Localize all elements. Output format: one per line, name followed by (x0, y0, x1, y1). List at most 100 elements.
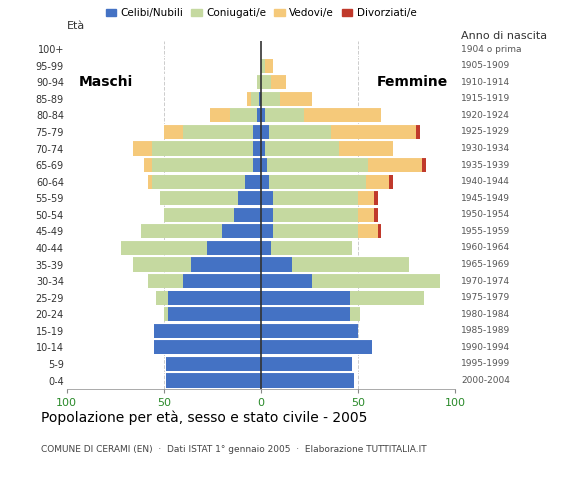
Text: 1960-1964: 1960-1964 (461, 243, 510, 252)
Bar (253, 125, 261, 139)
Legend: Celibi/Nubili, Coniugati/e, Vedovi/e, Divorziati/e: Celibi/Nubili, Coniugati/e, Vedovi/e, Di… (102, 4, 420, 23)
Text: Maschi: Maschi (78, 75, 133, 89)
Bar (304, 108, 382, 122)
Text: Anno di nascita: Anno di nascita (461, 31, 548, 41)
Text: 1905-1909: 1905-1909 (461, 61, 510, 70)
Bar (253, 142, 261, 156)
Bar (152, 142, 253, 156)
Bar (267, 158, 368, 172)
Bar (271, 75, 287, 89)
Bar (191, 257, 261, 272)
Bar (358, 208, 374, 222)
Bar (350, 290, 424, 305)
Bar (148, 175, 152, 189)
Bar (350, 307, 360, 321)
Text: 1975-1979: 1975-1979 (461, 293, 510, 302)
Bar (416, 125, 420, 139)
Bar (140, 224, 222, 239)
Bar (154, 324, 261, 338)
Text: 1904 o prima: 1904 o prima (461, 45, 521, 54)
Bar (261, 158, 267, 172)
Bar (234, 208, 261, 222)
Text: Età: Età (67, 21, 85, 31)
Text: 1955-1959: 1955-1959 (461, 227, 510, 236)
Bar (160, 191, 238, 205)
Bar (261, 75, 271, 89)
Bar (257, 75, 261, 89)
Bar (261, 357, 352, 371)
Bar (265, 59, 273, 72)
Bar (148, 274, 183, 288)
Text: COMUNE DI CERAMI (EN)  ·  Dati ISTAT 1° gennaio 2005  ·  Elaborazione TUTTITALIA: COMUNE DI CERAMI (EN) · Dati ISTAT 1° ge… (41, 445, 426, 454)
Text: 1910-1914: 1910-1914 (461, 78, 510, 87)
Bar (152, 175, 245, 189)
Bar (166, 373, 261, 387)
Bar (261, 208, 273, 222)
Bar (358, 224, 378, 239)
Bar (183, 125, 253, 139)
Bar (368, 158, 422, 172)
Bar (261, 241, 271, 255)
Bar (261, 191, 273, 205)
Text: 1920-1924: 1920-1924 (461, 111, 510, 120)
Bar (292, 257, 409, 272)
Text: Popolazione per età, sesso e stato civile - 2005: Popolazione per età, sesso e stato civil… (41, 410, 367, 425)
Text: 1935-1939: 1935-1939 (461, 161, 510, 169)
Bar (261, 257, 292, 272)
Bar (389, 175, 393, 189)
Bar (261, 274, 311, 288)
Bar (156, 290, 168, 305)
Bar (273, 224, 358, 239)
Text: 1970-1974: 1970-1974 (461, 276, 510, 286)
Bar (331, 125, 416, 139)
Bar (144, 158, 152, 172)
Bar (183, 274, 261, 288)
Bar (269, 125, 331, 139)
Bar (133, 257, 191, 272)
Bar (261, 373, 354, 387)
Bar (164, 307, 168, 321)
Bar (257, 108, 261, 122)
Bar (230, 108, 257, 122)
Bar (374, 191, 378, 205)
Bar (121, 241, 206, 255)
Bar (261, 108, 265, 122)
Bar (265, 108, 304, 122)
Bar (168, 307, 261, 321)
Bar (261, 340, 372, 354)
Bar (245, 175, 261, 189)
Text: 1995-1999: 1995-1999 (461, 360, 510, 369)
Text: 1915-1919: 1915-1919 (461, 94, 510, 103)
Text: Femmine: Femmine (377, 75, 448, 89)
Bar (211, 108, 230, 122)
Bar (238, 191, 261, 205)
Text: 1990-1994: 1990-1994 (461, 343, 510, 352)
Text: 1945-1949: 1945-1949 (461, 194, 510, 203)
Bar (261, 125, 269, 139)
Text: 2000-2004: 2000-2004 (461, 376, 510, 385)
Bar (261, 324, 358, 338)
Bar (271, 241, 352, 255)
Text: 1980-1984: 1980-1984 (461, 310, 510, 319)
Bar (222, 224, 261, 239)
Bar (378, 224, 382, 239)
Bar (168, 290, 261, 305)
Text: 1925-1929: 1925-1929 (461, 128, 510, 136)
Bar (261, 175, 269, 189)
Bar (281, 92, 311, 106)
Bar (164, 208, 234, 222)
Bar (206, 241, 261, 255)
Text: 1985-1989: 1985-1989 (461, 326, 510, 336)
Bar (248, 92, 251, 106)
Bar (261, 142, 265, 156)
Bar (253, 158, 261, 172)
Bar (261, 59, 265, 72)
Bar (261, 290, 350, 305)
Bar (358, 191, 374, 205)
Bar (261, 307, 350, 321)
Text: 1940-1944: 1940-1944 (461, 177, 510, 186)
Bar (154, 340, 261, 354)
Bar (259, 92, 261, 106)
Bar (166, 357, 261, 371)
Bar (366, 175, 389, 189)
